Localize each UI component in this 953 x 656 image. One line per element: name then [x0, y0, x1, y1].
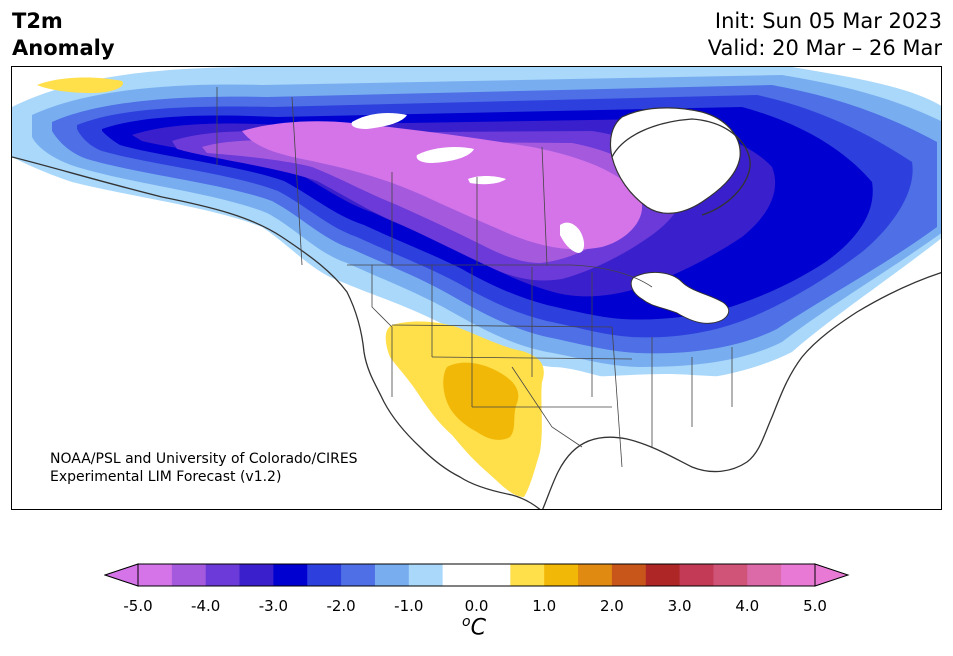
forecast-dates: Init: Sun 05 Mar 2023 Valid: 20 Mar – 26… [708, 8, 942, 62]
colorbar-extend-low [104, 563, 139, 587]
great-bear-lake [351, 113, 407, 129]
colorbar [104, 563, 850, 587]
colorbar-cell [341, 564, 376, 586]
colorbar-cell [239, 564, 274, 586]
colorbar-cell [781, 564, 816, 586]
colorbar-cell [544, 564, 579, 586]
hudson-bay [609, 107, 741, 214]
init-date: Init: Sun 05 Mar 2023 [714, 9, 942, 33]
colorbar-tick-label: 4.0 [735, 597, 760, 615]
colorbar-tick-labels: -5.0 -4.0 -3.0 -2.0 -1.0 0.0 1.0 2.0 3.0 4.0 5.0 [0, 597, 953, 617]
credit-line-1: NOAA/PSL and University of Colorado/CIRE… [50, 451, 358, 467]
colorbar-cell [408, 564, 444, 586]
title-line-1: T2m [12, 9, 63, 33]
map-credit: NOAA/PSL and University of Colorado/CIRE… [50, 450, 358, 486]
colorbar-outline [137, 563, 816, 587]
colorbar-cell [171, 564, 207, 586]
colorbar-extend-high [814, 563, 850, 587]
colorbar-cell [476, 564, 511, 586]
colorbar-cell [442, 564, 477, 586]
anomaly-contour-plus-1.0 [443, 362, 519, 440]
anomaly-contour-plus-small [37, 77, 123, 93]
colorbar-cell [374, 564, 410, 586]
colorbar-cell [747, 564, 782, 586]
colorbar-cell [307, 564, 342, 586]
anomaly-map [12, 67, 941, 509]
coastlines [12, 118, 941, 509]
great-lakes [630, 271, 730, 324]
great-slave-lake [416, 147, 474, 163]
map-title: T2m Anomaly [12, 8, 115, 62]
colorbar-cells [138, 564, 816, 586]
political-borders [216, 87, 733, 468]
lake-winnipeg [560, 222, 585, 253]
colorbar-cell [679, 564, 714, 586]
colorbar-cell [510, 564, 545, 586]
credit-line-2: Experimental LIM Forecast (v1.2) [50, 469, 282, 485]
valid-range: Valid: 20 Mar – 26 Mar [707, 36, 942, 60]
colorbar-cell [138, 564, 173, 586]
anomaly-contour-zero-southeast [565, 374, 792, 484]
colorbar-tick-label: 3.0 [667, 597, 692, 615]
colorbar-cell [611, 564, 647, 586]
lake-athabasca [468, 176, 506, 185]
colorbar-tick-label: 5.0 [803, 597, 827, 615]
colorbar-cell [205, 564, 241, 586]
colorbar-tick-label: -1.0 [394, 597, 424, 615]
colorbar-tick-label: -4.0 [191, 597, 221, 615]
colorbar-cell [713, 564, 748, 586]
map-panel: NOAA/PSL and University of Colorado/CIRE… [11, 66, 942, 510]
colorbar-tick-label: 1.0 [532, 597, 557, 615]
colorbar-cell [578, 564, 613, 586]
colorbar-tick-label: -3.0 [258, 597, 289, 615]
colorbar-tick-label: 0.0 [464, 597, 489, 615]
colorbar-tick-label: -5.0 [123, 597, 153, 615]
colorbar-unit: oC [462, 614, 486, 640]
unit-superscript: o [462, 614, 471, 630]
title-line-2: Anomaly [12, 36, 115, 60]
colorbar-cell [273, 564, 308, 586]
colorbar-tick-label: -2.0 [326, 597, 356, 615]
colorbar-cell [645, 564, 681, 586]
unit-base: C [470, 615, 486, 641]
colorbar-tick-label: 2.0 [599, 597, 624, 615]
